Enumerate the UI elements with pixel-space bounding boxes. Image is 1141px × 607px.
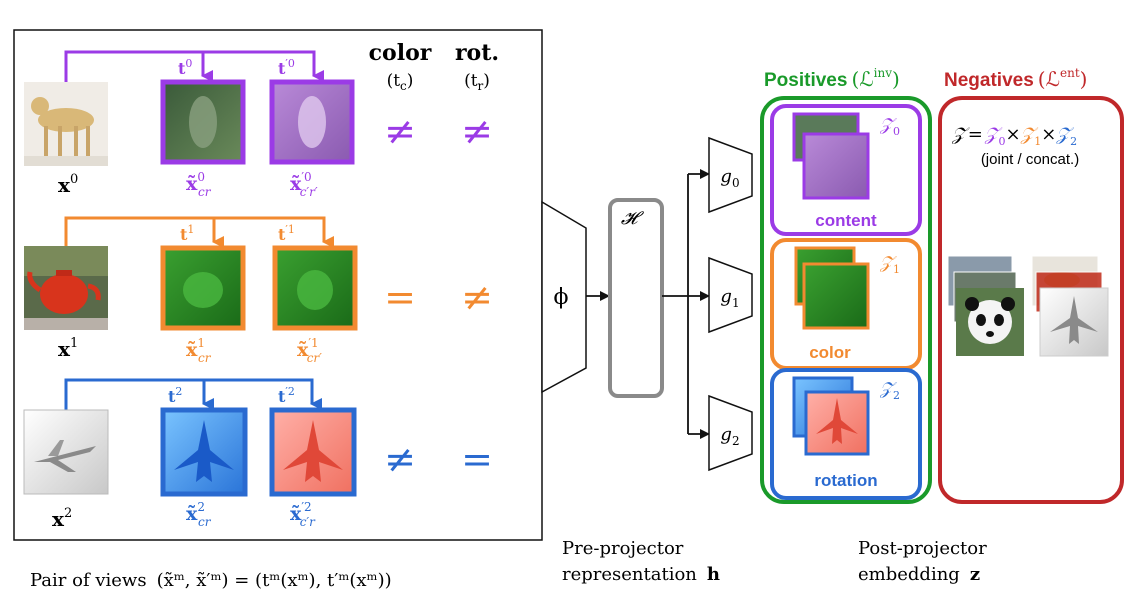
content-z-label: 𝒵0	[879, 115, 900, 138]
teapot-image	[24, 246, 108, 330]
negatives-formula: 𝒵 = 𝒵0×𝒵1×𝒵2	[951, 124, 1077, 148]
row-1: t1 t′1 x1 x̃1 cr x̃′1 cr′ = ≠	[24, 216, 493, 365]
content-label: content	[815, 211, 877, 230]
row-1-rot-relation: ≠	[461, 275, 493, 319]
row-1-tp-label: t′1	[278, 223, 295, 244]
row-1-view-1-label: x̃1 cr	[186, 336, 212, 365]
rotation-group	[770, 368, 922, 500]
row-1-connector	[64, 216, 334, 248]
negatives-note: (joint / concat.)	[981, 151, 1079, 168]
encoder-trapezoid	[541, 200, 587, 394]
content-group	[770, 104, 922, 236]
post-projector-caption-1: Post-projector	[858, 538, 987, 559]
row-0-view-2-label: x̃′0 c′r′	[290, 170, 318, 199]
pre-projector-caption-2: representation h	[562, 564, 720, 585]
pre-projector-caption-1: Pre-projector	[562, 538, 684, 559]
row-2-input-label: x2	[52, 506, 72, 531]
row-2: t2 t′2 x2 x̃2 cr x̃′2 c′r ≠ =	[23, 378, 493, 531]
row-2-color-relation: ≠	[384, 437, 416, 481]
branch-lines	[662, 174, 689, 434]
row-1-t-label: t1	[180, 223, 194, 244]
color-label: color	[809, 343, 851, 362]
row-0-tp-label: t′0	[278, 57, 295, 78]
color-symbol: (tc)	[387, 71, 414, 93]
positives-title: Positives (ℒinv)	[764, 66, 900, 91]
encoder-label: ϕ	[554, 285, 569, 310]
pair-of-views-caption: Pair of views (x̃ᵐ, x̃′ᵐ) = (tᵐ(xᵐ), t′ᵐ(…	[30, 570, 392, 591]
projector-0	[708, 136, 753, 214]
projector-0-label: g0	[720, 166, 739, 190]
post-projector-caption-2: embedding z	[858, 564, 980, 585]
row-1-view-2-label: x̃′1 cr′	[297, 336, 322, 365]
header: color (tc) rot. (tr)	[369, 40, 499, 93]
row-0-connector	[64, 50, 324, 82]
projector-1-label: g1	[720, 286, 739, 310]
row-0: t0 t′0 x0 x̃0 cr x̃′0 c′r′ ≠ ≠	[24, 50, 493, 199]
projector-1	[708, 256, 753, 334]
color-header: color	[369, 40, 432, 66]
representation-box	[608, 198, 664, 398]
row-2-t-label: t2	[168, 385, 182, 406]
negatives-box	[938, 96, 1124, 504]
row-1-color-relation: =	[384, 275, 416, 319]
negatives-stack-left	[947, 255, 1024, 356]
row-0-t-label: t0	[178, 57, 192, 78]
row-0-color-relation: ≠	[384, 109, 416, 153]
dog-image	[24, 82, 108, 166]
row-2-view-1-label: x̃2 cr	[186, 500, 212, 529]
color-z-label: 𝒵1	[879, 253, 900, 276]
row-0-rot-relation: ≠	[461, 109, 493, 153]
rot-symbol: (tr)	[464, 71, 490, 93]
negatives-title: Negatives (ℒent)	[944, 66, 1087, 91]
row-2-connector	[64, 378, 322, 410]
content-thumb-2	[802, 132, 870, 200]
projector-2	[708, 394, 753, 472]
row-1-input-label: x1	[58, 336, 78, 361]
rot-header: rot.	[455, 40, 499, 66]
jet-image	[23, 409, 109, 495]
color-thumb-2	[802, 262, 870, 330]
rotation-label: rotation	[814, 471, 877, 490]
negatives-stack-right	[1031, 255, 1109, 357]
row-2-tp-label: t′2	[278, 385, 295, 406]
rotation-z-label: 𝒵2	[879, 379, 900, 402]
row-2-view-2-label: x̃′2 c′r	[290, 500, 316, 529]
positives-box	[760, 96, 932, 504]
row-2-rot-relation: =	[461, 437, 493, 481]
projector-2-label: g2	[720, 424, 739, 448]
row-0-input-label: x0	[58, 172, 78, 197]
row-0-view-1-label: x̃0 cr	[186, 170, 212, 199]
